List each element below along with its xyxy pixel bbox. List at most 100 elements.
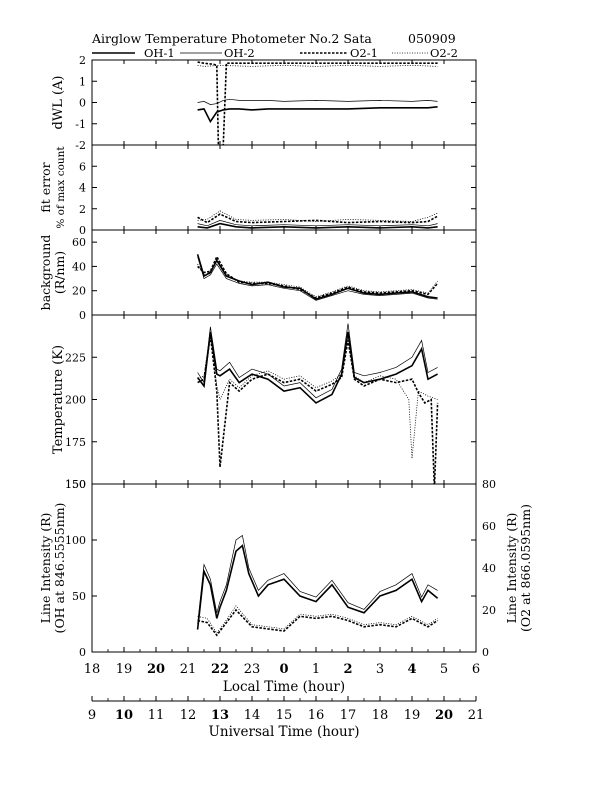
y-tick-label: 0	[79, 309, 86, 322]
y-tick-label: 175	[65, 436, 86, 449]
universal-time-axis-tick-label: 9	[88, 708, 96, 723]
local-time-axis-tick-label: 1	[312, 662, 320, 677]
universal-time-axis-tick-label: 18	[372, 708, 389, 723]
local-time-axis-tick-label: 4	[407, 662, 416, 677]
y-tick-label: 150	[65, 478, 86, 491]
series-line-oh-1	[197, 106, 438, 124]
local-time-axis-tick-label: 6	[472, 662, 480, 677]
series-line-oh-2	[197, 534, 438, 625]
y-axis-label: background	[38, 235, 53, 311]
local-time-axis-tick-label: 2	[343, 662, 352, 677]
series-line-o2-1	[197, 608, 439, 637]
y-tick-label: 50	[72, 590, 86, 603]
y-tick-label: 200	[65, 394, 86, 407]
series-line-o2-1	[197, 254, 439, 299]
y-tick-label: 150	[65, 478, 86, 491]
universal-time-axis-tick-label: 11	[148, 708, 165, 723]
y-axis-label: fit error	[38, 162, 53, 212]
y-tick-label: -1	[75, 118, 86, 131]
series-line-oh-2	[197, 220, 438, 227]
time-axes: 18 19 20 21 22 23 0 1 2 3 4 5 69 10 11 12 13 14 15 16 17 18 19…	[84, 647, 485, 723]
legend: OH-1 OH-2 O2-1 O2-2	[92, 46, 458, 60]
y-right-axis-label: Line Intensity (R)	[504, 513, 519, 624]
y-axis-label-line2: (OH at 846.5555nm)	[52, 503, 67, 634]
y-tick-label: 0	[79, 224, 86, 237]
series-line-oh-2	[197, 256, 438, 301]
y-tick-label: 100	[65, 534, 86, 547]
universal-time-axis-tick-label: 19	[404, 708, 421, 723]
local-time-axis-tick-label: 23	[244, 662, 261, 677]
panel-frame	[91, 483, 477, 653]
series-line-oh-1	[196, 331, 438, 404]
series-line-oh-1	[196, 254, 438, 301]
legend-label-o2-1: O2-1	[350, 46, 378, 60]
y-tick-label: 225	[65, 351, 86, 364]
universal-time-axis-tick-label: 12	[180, 708, 197, 723]
universal-time-axis-tick-label: 15	[276, 708, 293, 723]
universal-time-axis-label: Universal Time (hour)	[209, 724, 360, 740]
y-tick-label: 0	[79, 646, 86, 659]
y-right-tick-label: 40	[482, 562, 496, 575]
series-line-oh-2	[197, 323, 438, 399]
legend-label-o2-2: O2-2	[430, 46, 458, 60]
y-tick-label: 20	[72, 285, 86, 298]
y-tick-label: 4	[79, 182, 86, 195]
figure-title: Airglow Temperature Photometer No.2 Sata	[91, 31, 372, 46]
series-line-oh-1	[196, 544, 439, 630]
y-right-tick-label: 0	[482, 646, 489, 659]
universal-time-axis-tick-label: 14	[244, 708, 261, 723]
y-tick-label: 6	[79, 160, 86, 173]
universal-time-axis-tick-label: 10	[115, 708, 133, 723]
universal-time-axis-tick-label: 17	[340, 708, 357, 723]
panels: -2 -1 0 1 2 dWL (A) 0 2 4 6 fit error% of max coun…	[38, 54, 533, 659]
series-line-o2-1	[197, 61, 438, 145]
universal-time-axis-tick-label: 20	[435, 708, 453, 723]
y-tick-label: 1	[79, 75, 86, 88]
y-tick-label: 2	[79, 54, 86, 67]
series-line-o2-2	[197, 258, 438, 298]
series-line-o2-2	[197, 64, 438, 67]
figure-date: 050909	[408, 31, 456, 46]
local-time-axis-tick-label: 18	[84, 662, 101, 677]
y-tick-label: -2	[75, 139, 86, 152]
y-axis-label-line2: % of max count	[55, 146, 67, 229]
panel-frame	[91, 59, 477, 146]
local-time-axis-tick-label: 0	[279, 662, 288, 677]
y-axis-label: Line Intensity (R)	[38, 513, 53, 624]
y-right-tick-label: 80	[482, 478, 496, 491]
series-line-o2-1	[197, 335, 439, 484]
panel-frame	[91, 144, 477, 231]
local-time-axis-tick-label: 21	[180, 662, 197, 677]
panel-1: -2 -1 0 1 2 dWL (A)	[51, 54, 477, 152]
series-line-o2-2	[197, 605, 438, 634]
y-right-tick-label: 20	[482, 604, 496, 617]
y-axis-label: dWL (A)	[51, 76, 66, 130]
y-tick-label: 2	[79, 203, 86, 216]
y-tick-label: 0	[79, 97, 86, 110]
y-axis-label: Temperature (K)	[51, 345, 66, 454]
panel-2: 0 2 4 6 fit error% of max count	[38, 144, 477, 237]
local-time-axis-tick-label: 20	[147, 662, 165, 677]
panel-frame	[91, 314, 477, 485]
series-line-oh-2	[197, 98, 438, 105]
local-time-axis-tick-label: 5	[440, 662, 448, 677]
y-right-tick-label: 60	[482, 520, 496, 533]
universal-time-axis-tick-label: 21	[468, 708, 485, 723]
legend-label-oh1: OH-1	[144, 46, 175, 60]
local-time-axis-label: Local Time (hour)	[223, 679, 345, 695]
y-axis-label-line2: (R/nm)	[52, 251, 67, 294]
universal-time-axis-tick-label: 16	[308, 708, 325, 723]
series-line-o2-2	[197, 331, 438, 459]
y-right-axis-label-line2: (O2 at 866.0595nm)	[518, 504, 533, 632]
local-time-axis-tick-label: 19	[116, 662, 133, 677]
panel-3: 0 20 40 60 background (R/nm)	[38, 229, 477, 322]
y-tick-label: 40	[72, 260, 86, 273]
series-line-o2-1	[197, 213, 438, 224]
legend-label-oh2: OH-2	[224, 46, 255, 60]
local-time-axis-tick-label: 22	[211, 662, 229, 677]
series-line-oh-1	[197, 222, 438, 229]
panel-frame	[91, 229, 477, 316]
